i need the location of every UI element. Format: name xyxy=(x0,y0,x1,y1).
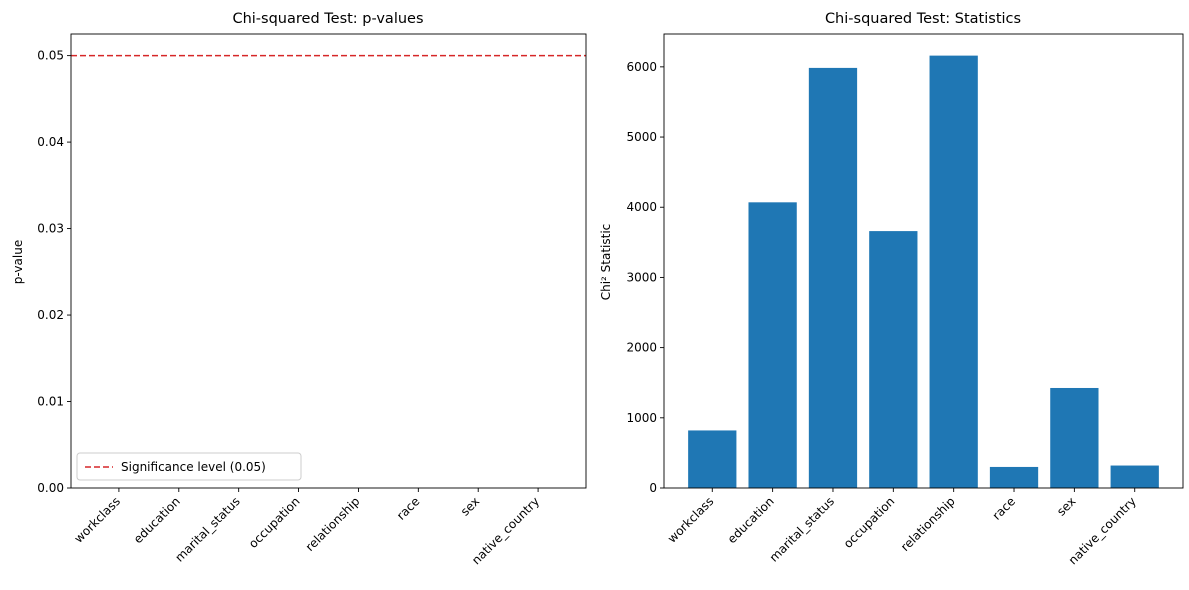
legend-label: Significance level (0.05) xyxy=(121,460,266,474)
pvalue-ytick-label: 0.03 xyxy=(37,222,64,236)
statistic-chart-title: Chi-squared Test: Statistics xyxy=(825,11,1021,27)
statistic-ytick-label: 6000 xyxy=(626,60,657,74)
pvalue-chart-title: Chi-squared Test: p-values xyxy=(232,11,423,27)
pvalue-ytick-label: 0.05 xyxy=(37,49,64,63)
statistic-ytick-label: 2000 xyxy=(626,341,657,355)
statistic-bar xyxy=(748,202,797,488)
pvalue-ytick-label: 0.04 xyxy=(37,135,64,149)
statistic-chart-ylabel: Chi² Statistic xyxy=(599,224,613,301)
statistic-ytick-label: 4000 xyxy=(626,200,657,214)
pvalue-chart-ylabel: p-value xyxy=(11,240,25,284)
statistic-ytick-label: 0 xyxy=(649,481,657,495)
statistic-chart: Chi-squared Test: Statistics Chi² Statis… xyxy=(599,11,1184,567)
pvalue-ytick-label: 0.01 xyxy=(37,395,64,409)
statistic-bar xyxy=(688,430,737,488)
statistic-chart-bars xyxy=(688,55,1159,489)
statistic-bar xyxy=(1050,387,1099,488)
statistic-ytick-label: 1000 xyxy=(626,411,657,425)
statistic-ytick-label: 3000 xyxy=(626,270,657,284)
statistic-bar xyxy=(869,231,918,488)
statistic-bar xyxy=(1110,465,1159,488)
statistic-chart-frame xyxy=(663,33,1184,489)
pvalue-ytick-label: 0.02 xyxy=(37,308,64,322)
statistic-ytick-label: 5000 xyxy=(626,130,657,144)
statistic-bar xyxy=(929,55,978,488)
legend-box xyxy=(76,452,302,481)
statistic-bar xyxy=(808,67,858,489)
pvalue-ytick-label: 0.00 xyxy=(37,481,64,495)
pvalue-chart-legend: Significance level (0.05) xyxy=(76,452,302,481)
statistic-bar xyxy=(989,466,1039,488)
pvalue-chart-frame xyxy=(70,33,587,489)
